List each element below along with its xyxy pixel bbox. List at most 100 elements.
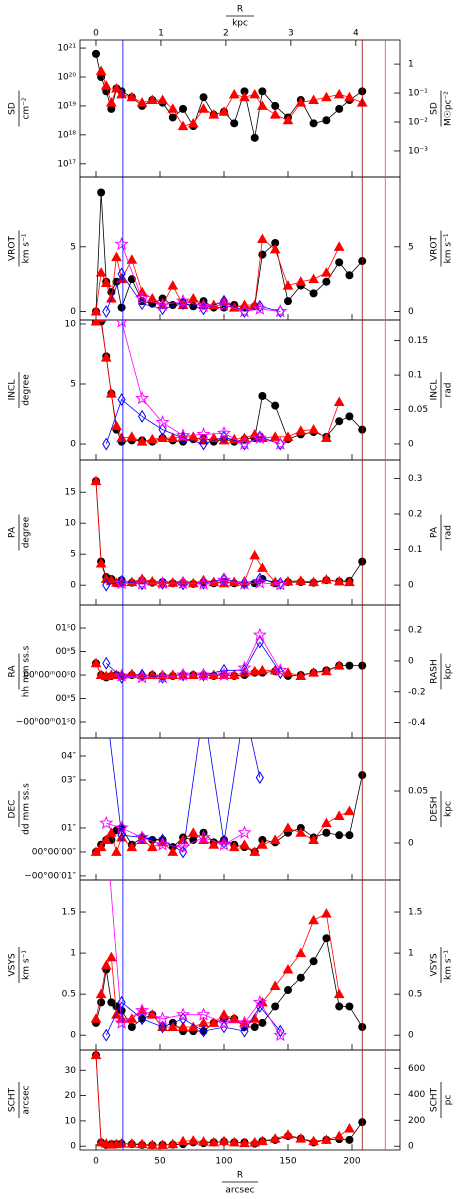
point bbox=[117, 303, 126, 312]
point bbox=[237, 576, 252, 590]
point bbox=[187, 117, 199, 128]
point bbox=[127, 1023, 136, 1032]
point bbox=[273, 662, 288, 677]
series-line bbox=[96, 321, 363, 443]
y-axis-label: DEC bbox=[8, 800, 18, 819]
point bbox=[146, 1139, 158, 1149]
series-line bbox=[95, 1055, 363, 1146]
point bbox=[146, 575, 158, 586]
point bbox=[117, 995, 126, 1009]
point bbox=[257, 1135, 268, 1146]
point bbox=[335, 258, 344, 267]
point bbox=[111, 82, 122, 93]
point bbox=[102, 1028, 111, 1042]
point bbox=[199, 1024, 208, 1038]
point bbox=[92, 49, 100, 58]
point bbox=[155, 297, 170, 311]
y-tick-label: 01ˢ0 bbox=[55, 624, 76, 634]
point bbox=[333, 88, 345, 99]
y2-tick-label: 1 bbox=[408, 60, 414, 70]
point bbox=[196, 298, 211, 313]
plot-area bbox=[92, 49, 368, 142]
point bbox=[309, 289, 318, 298]
point bbox=[137, 297, 147, 311]
y-tick-label: 00ˢ5 bbox=[55, 694, 76, 704]
point bbox=[250, 1023, 259, 1032]
y-tick-label: 1.5 bbox=[62, 908, 76, 918]
point bbox=[90, 475, 102, 486]
point bbox=[135, 391, 150, 405]
point bbox=[126, 91, 138, 102]
point bbox=[114, 236, 129, 251]
y2-tick-label: 0 bbox=[408, 838, 414, 848]
point bbox=[309, 119, 318, 128]
point bbox=[273, 436, 288, 450]
point bbox=[136, 436, 148, 446]
series-line bbox=[105, 398, 281, 445]
point bbox=[255, 430, 264, 444]
point bbox=[136, 97, 148, 107]
point bbox=[157, 1139, 168, 1149]
point bbox=[208, 669, 220, 680]
point bbox=[258, 1018, 267, 1027]
point bbox=[257, 562, 268, 572]
point bbox=[114, 668, 129, 682]
point bbox=[97, 188, 106, 197]
y-tick-label: 00ʰ00ᵐ00ˢ0 bbox=[23, 671, 76, 681]
y2-axis-label: SD bbox=[430, 102, 440, 115]
point bbox=[321, 1134, 332, 1144]
point bbox=[249, 1013, 261, 1023]
point bbox=[111, 251, 122, 262]
point bbox=[116, 1138, 127, 1148]
series-line bbox=[95, 913, 340, 1028]
point bbox=[187, 431, 199, 441]
point bbox=[271, 101, 280, 110]
y-tick-label: 5 bbox=[70, 379, 76, 389]
point bbox=[237, 825, 252, 839]
point bbox=[199, 93, 208, 102]
series-line bbox=[105, 1001, 281, 1036]
y2-tick-label: -0.2 bbox=[408, 687, 426, 697]
point bbox=[95, 841, 107, 852]
point bbox=[106, 951, 117, 962]
y-tick-label: 0 bbox=[70, 1142, 76, 1152]
point bbox=[282, 1129, 294, 1139]
y-tick-label: 10¹⁹ bbox=[57, 101, 76, 111]
point bbox=[240, 87, 249, 96]
point bbox=[216, 1015, 232, 1029]
top-tick-label: 0 bbox=[93, 29, 99, 39]
point bbox=[252, 430, 267, 444]
point bbox=[117, 393, 126, 407]
point bbox=[178, 845, 188, 859]
y2-tick-label: 0.2 bbox=[408, 510, 422, 520]
point bbox=[258, 250, 267, 259]
point bbox=[102, 656, 111, 670]
point bbox=[273, 1027, 288, 1042]
point bbox=[321, 91, 332, 102]
point bbox=[321, 267, 332, 277]
point bbox=[345, 271, 354, 280]
top-axis-label: R bbox=[237, 5, 243, 15]
point bbox=[249, 1136, 261, 1147]
point bbox=[282, 114, 294, 125]
point bbox=[167, 1138, 179, 1149]
point bbox=[208, 1017, 220, 1027]
y2-axis-unit: rad bbox=[444, 525, 454, 540]
point bbox=[95, 557, 107, 568]
point bbox=[155, 670, 170, 684]
point bbox=[208, 299, 220, 310]
y2-tick-label: 10⁻¹ bbox=[408, 89, 428, 99]
point bbox=[282, 431, 294, 441]
y2-tick-label: 200 bbox=[408, 1116, 425, 1126]
point bbox=[208, 839, 220, 849]
point bbox=[269, 980, 281, 990]
series-line bbox=[121, 579, 281, 585]
point bbox=[106, 97, 117, 107]
point bbox=[345, 1002, 354, 1011]
point bbox=[198, 103, 209, 113]
y-axis-label: INCL bbox=[8, 380, 18, 401]
point bbox=[107, 104, 116, 113]
y-axis-unit: km s⁻¹ bbox=[22, 950, 32, 980]
y2-tick-label: 0.2 bbox=[408, 626, 422, 636]
